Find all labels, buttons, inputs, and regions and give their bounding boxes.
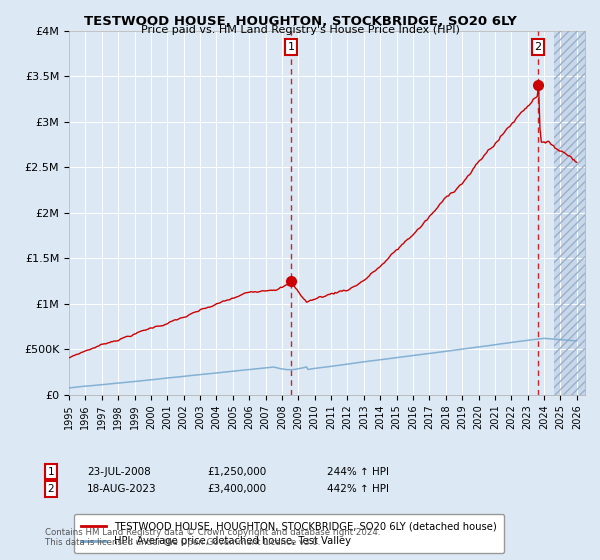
Text: 244% ↑ HPI: 244% ↑ HPI	[327, 466, 389, 477]
Bar	[554, 31, 585, 395]
Text: 442% ↑ HPI: 442% ↑ HPI	[327, 484, 389, 494]
Text: £3,400,000: £3,400,000	[207, 484, 266, 494]
Text: £1,250,000: £1,250,000	[207, 466, 266, 477]
Text: TESTWOOD HOUSE, HOUGHTON, STOCKBRIDGE, SO20 6LY: TESTWOOD HOUSE, HOUGHTON, STOCKBRIDGE, S…	[83, 15, 517, 27]
Text: 1: 1	[47, 466, 55, 477]
Text: 2: 2	[47, 484, 55, 494]
Text: Contains HM Land Registry data © Crown copyright and database right 2024.
This d: Contains HM Land Registry data © Crown c…	[45, 528, 380, 547]
Text: 2: 2	[535, 42, 542, 52]
Text: 1: 1	[287, 42, 295, 52]
Text: Price paid vs. HM Land Registry's House Price Index (HPI): Price paid vs. HM Land Registry's House …	[140, 25, 460, 35]
Bar	[554, 31, 585, 395]
Text: 18-AUG-2023: 18-AUG-2023	[87, 484, 157, 494]
Text: 23-JUL-2008: 23-JUL-2008	[87, 466, 151, 477]
Legend: TESTWOOD HOUSE, HOUGHTON, STOCKBRIDGE, SO20 6LY (detached house), HPI: Average p: TESTWOOD HOUSE, HOUGHTON, STOCKBRIDGE, S…	[74, 515, 504, 553]
